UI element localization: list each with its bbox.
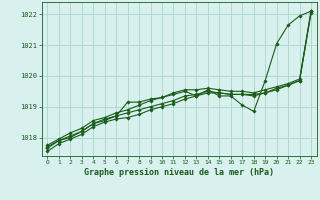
X-axis label: Graphe pression niveau de la mer (hPa): Graphe pression niveau de la mer (hPa) [84, 168, 274, 177]
